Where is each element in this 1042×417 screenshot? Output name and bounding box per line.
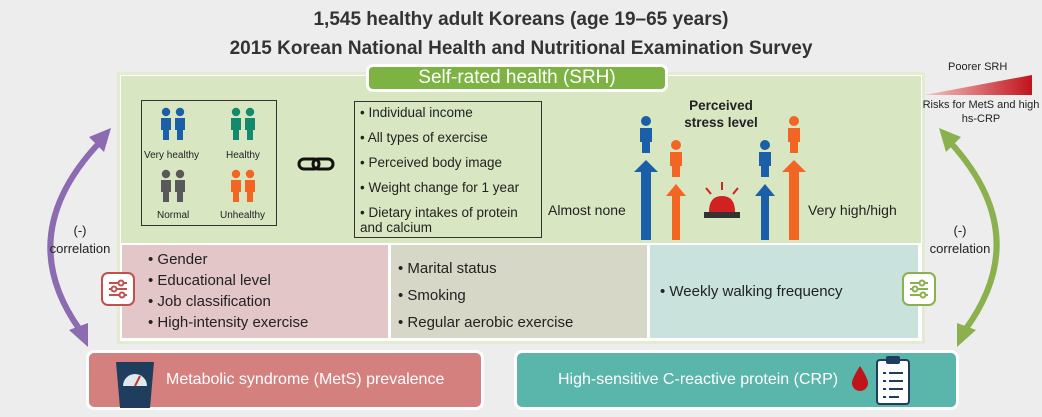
risk-label: Risks for MetS and high hs-CRP	[922, 99, 1040, 125]
list-item: • Educational level	[148, 272, 271, 289]
srh-label-normal: Normal	[157, 210, 190, 221]
srh-categories-box	[141, 100, 277, 226]
left-correlation-label: (-) correlation	[40, 222, 120, 258]
factor-group-1	[122, 245, 388, 338]
right-correlation-text: correlation	[929, 241, 991, 256]
up-arrow-icon	[755, 140, 775, 240]
list-item: • High-intensity exercise	[148, 314, 309, 331]
title-line-2: 2015 Korean National Health and Nutritio…	[229, 38, 813, 59]
up-arrow-icon	[666, 140, 686, 240]
up-arrow-icon	[782, 116, 806, 240]
title-line-1: 1,545 healthy adult Koreans (age 19–65 y…	[313, 9, 729, 30]
srh-label-unhealthy: Unhealthy	[220, 210, 266, 221]
clipboard-icon	[876, 356, 910, 405]
factor-item: • All types of exercise	[360, 130, 488, 145]
list-item: • Smoking	[398, 287, 466, 304]
factor-item: • Dietary intakes of protein and calcium	[360, 205, 518, 235]
group-3-list: • Weekly walking frequency	[660, 281, 843, 302]
factor-group-2	[391, 245, 647, 338]
alarm-light-icon	[704, 182, 740, 218]
up-arrow-icon	[634, 116, 658, 240]
stress-level-title: Perceived stress level	[684, 98, 758, 130]
poorer-srh-label: Poorer SRH	[948, 61, 1008, 73]
right-correlation-arrow-icon	[947, 139, 1000, 332]
mets-outcome-box	[86, 350, 484, 410]
filter-icon	[902, 272, 936, 306]
factor-group-3	[650, 245, 918, 338]
mets-label: Metabolic syndrome (MetS) prevalence	[166, 371, 445, 388]
left-correlation-arrow-icon	[47, 139, 103, 332]
right-correlation-sign: (-)	[953, 223, 967, 238]
list-item: • Job classification	[148, 293, 271, 310]
left-correlation-text: correlation	[49, 241, 111, 256]
srh-panel	[121, 76, 921, 243]
factor-item: • Weight change for 1 year	[360, 180, 520, 195]
blood-drop-icon	[852, 366, 868, 391]
group-2-list: • Marital status • Smoking • Regular aer…	[398, 255, 573, 336]
srh-label-very-healthy: Very healthy	[144, 150, 200, 161]
filter-icon	[101, 272, 135, 306]
factor-item: • Individual income	[360, 105, 473, 120]
stress-low-label: Almost none	[548, 202, 626, 218]
group-1-list: • Gender • Educational level • Job class…	[148, 249, 308, 333]
right-correlation-label: (-) correlation	[920, 222, 1000, 258]
list-item: • Weekly walking frequency	[660, 283, 843, 300]
list-item: • Gender	[148, 251, 208, 268]
stress-high-label: Very high/high	[808, 202, 897, 218]
gradient-wedge	[924, 75, 1032, 95]
left-correlation-sign: (-)	[73, 223, 87, 238]
link-icon	[297, 157, 335, 171]
list-item: • Regular aerobic exercise	[398, 314, 574, 331]
scale-icon	[116, 362, 154, 408]
factors-box: • Individual income • All types of exerc…	[354, 101, 542, 238]
list-item: • Marital status	[398, 260, 497, 277]
stress-arrows-graphic	[634, 116, 806, 240]
srh-label-healthy: Healthy	[226, 150, 260, 161]
crp-label: High-sensitive C-reactive protein (CRP)	[558, 371, 839, 388]
factor-item: • Perceived body image	[360, 155, 503, 170]
srh-title: Self-rated health (SRH)	[366, 64, 668, 92]
